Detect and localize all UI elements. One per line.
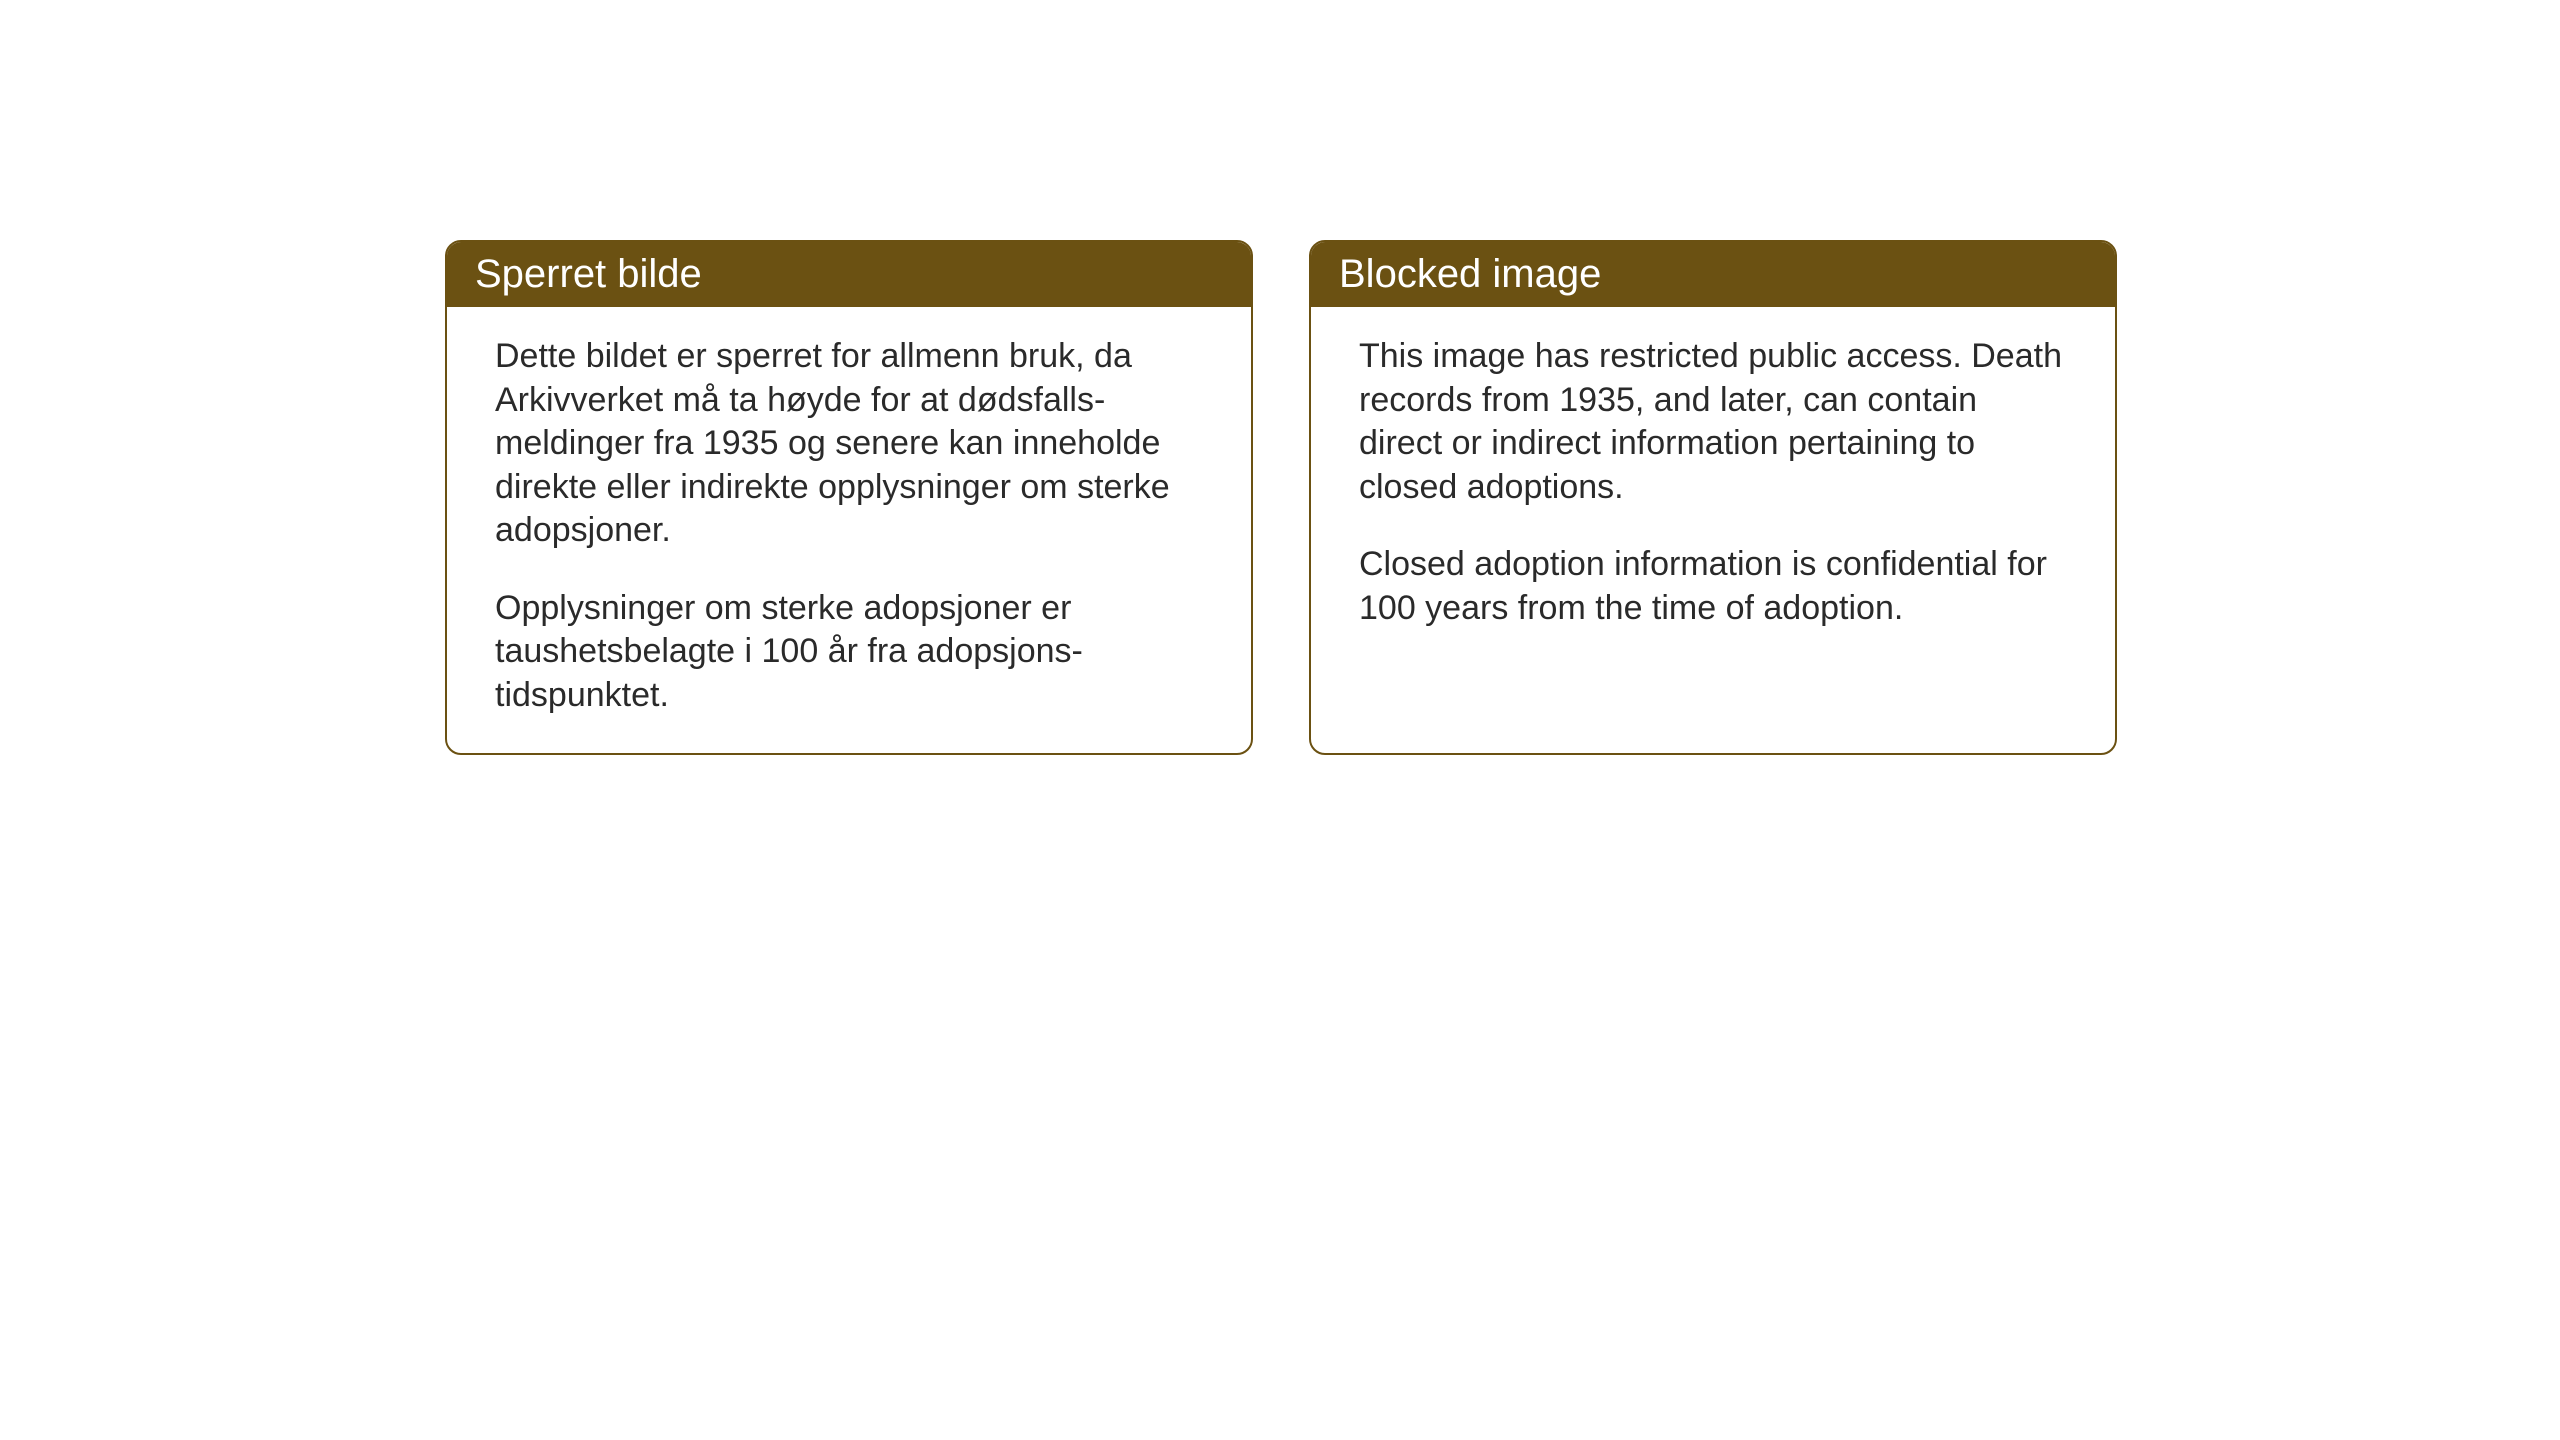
card-title-norwegian: Sperret bilde xyxy=(475,252,702,296)
card-paragraph-2-norwegian: Opplysninger om sterke adopsjoner er tau… xyxy=(495,587,1203,718)
card-body-english: This image has restricted public access.… xyxy=(1311,307,2115,753)
card-body-norwegian: Dette bildet er sperret for allmenn bruk… xyxy=(447,307,1251,753)
blocked-image-card-norwegian: Sperret bilde Dette bildet er sperret fo… xyxy=(445,240,1253,755)
card-title-english: Blocked image xyxy=(1339,252,1601,296)
notice-cards-container: Sperret bilde Dette bildet er sperret fo… xyxy=(445,240,2117,755)
blocked-image-card-english: Blocked image This image has restricted … xyxy=(1309,240,2117,755)
card-paragraph-1-english: This image has restricted public access.… xyxy=(1359,335,2067,509)
card-paragraph-2-english: Closed adoption information is confident… xyxy=(1359,543,2067,630)
card-header-norwegian: Sperret bilde xyxy=(447,242,1251,307)
card-paragraph-1-norwegian: Dette bildet er sperret for allmenn bruk… xyxy=(495,335,1203,553)
card-header-english: Blocked image xyxy=(1311,242,2115,307)
